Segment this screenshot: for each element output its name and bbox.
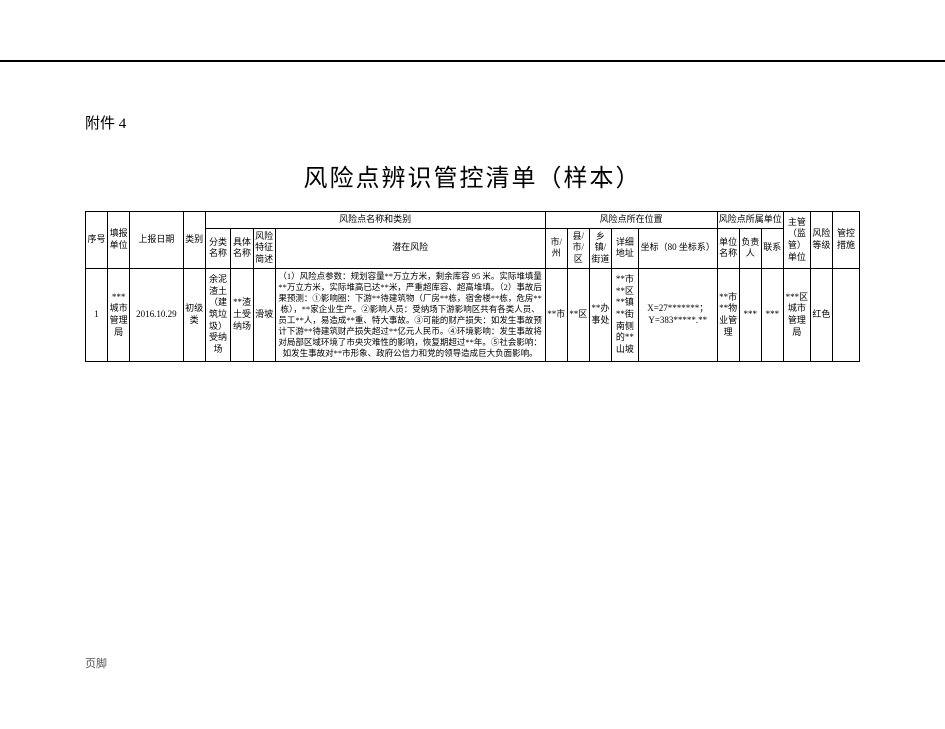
cell-potential-risk: （1）风险点参数：规划容量**万立方米，剩余库容 95 米。实际堆填量**万立方… [275,268,545,361]
cell-reporter: ***城市管理局 [108,268,130,361]
th-reporter: 填报单位 [108,212,130,269]
cell-address-detail: **市**区**镇**街南侧的**山坡 [611,268,638,361]
cell-specific-name: **渣土受纳场 [231,268,253,361]
th-category: 类别 [183,212,205,269]
th-risk-desc-brief: 风险特征简述 [253,228,275,268]
th-location-group: 风险点所在位置 [545,212,717,229]
th-owner-name: 单位名称 [717,228,739,268]
th-name-type-group: 风险点名称和类别 [205,212,545,229]
cell-contact: *** [761,268,783,361]
th-city: 市/州 [545,228,567,268]
th-report-date: 上报日期 [130,212,183,269]
cell-control-measure [832,268,859,361]
attachment-label: 附件 4 [85,112,860,133]
cell-report-date: 2016.10.29 [130,268,183,361]
cell-coords: X=27*******；Y=383*****.** [638,268,717,361]
th-sub-category: 分类名称 [205,228,231,268]
th-coords: 坐标（80 坐标系） [638,228,717,268]
cell-city: **市 [545,268,567,361]
th-specific-name: 具体名称 [231,228,253,268]
th-seq: 序号 [86,212,108,269]
page-title: 风险点辨识管控清单（样本） [85,158,860,193]
th-owner-group: 风险点所属单位 [717,212,783,229]
th-responsible: 负责人 [739,228,761,268]
th-control-measure: 管控措施 [832,212,859,269]
cell-risk-level: 红色 [810,268,832,361]
th-potential-risk: 潜在风险 [275,228,545,268]
cell-supervisor: ***区城市管理局 [783,268,810,361]
cell-responsible: *** [739,268,761,361]
cell-risk-desc-brief: 滑坡 [253,268,275,361]
cell-owner-name: **市**物业管理 [717,268,739,361]
th-address-detail: 详细地址 [611,228,638,268]
risk-table: 序号 填报单位 上报日期 类别 风险点名称和类别 风险点所在位置 风险点所属单位… [85,211,860,362]
cell-county: **区 [567,268,589,361]
th-supervisor: 主管（监管）单位 [783,212,810,269]
table-row: 1 ***城市管理局 2016.10.29 初级类 余泥渣土（建筑垃圾）受纳场 … [86,268,860,361]
th-town: 乡镇/街道 [589,228,611,268]
cell-town: **办事处 [589,268,611,361]
th-risk-level: 风险等级 [810,212,832,269]
th-contact: 联系 [761,228,783,268]
th-county: 县/市/区 [567,228,589,268]
cell-sub-category: 余泥渣土（建筑垃圾）受纳场 [205,268,231,361]
cell-seq: 1 [86,268,108,361]
cell-category: 初级类 [183,268,205,361]
